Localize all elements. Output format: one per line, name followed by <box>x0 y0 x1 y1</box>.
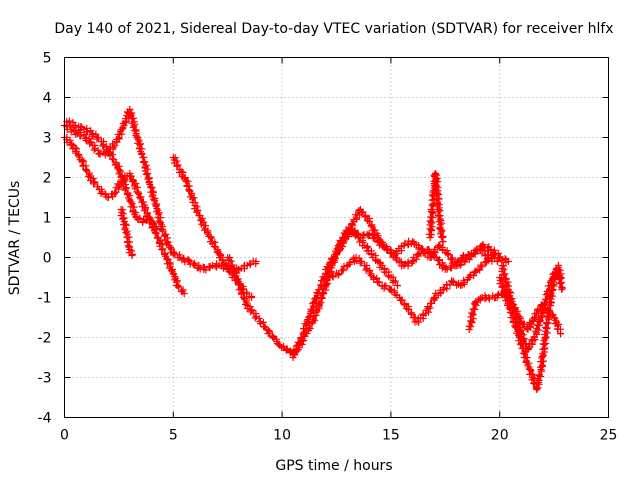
series-markers <box>63 117 160 233</box>
series-markers <box>496 261 566 393</box>
series-3 <box>117 206 136 259</box>
y-tick-label: 1 <box>43 211 52 227</box>
series-11 <box>496 261 566 393</box>
y-axis-label: SDTVAR / TECUs <box>7 181 23 296</box>
series-12 <box>498 262 565 353</box>
y-tick-label: 2 <box>43 171 52 187</box>
series-7 <box>322 226 512 273</box>
series-markers <box>425 170 447 246</box>
x-tick-label: 15 <box>382 428 400 444</box>
series-markers <box>169 154 256 301</box>
tick-labels: 0 5 10 15 20 25 -4 -3 -2 -1 0 1 2 3 4 5 <box>38 51 618 444</box>
y-tick-label: 0 <box>43 251 52 267</box>
series-markers <box>322 226 512 273</box>
y-tick-label: 3 <box>43 131 52 147</box>
series-markers <box>326 250 499 326</box>
plot-frame <box>64 57 609 418</box>
y-tick-label: -3 <box>38 371 52 387</box>
y-tick-label: -1 <box>38 291 52 307</box>
series-4 <box>169 154 256 301</box>
series-markers <box>117 206 136 259</box>
x-tick-label: 20 <box>491 428 509 444</box>
y-tick-label: -4 <box>38 411 52 427</box>
x-tick-label: 10 <box>273 428 291 444</box>
y-tick-label: 4 <box>43 91 52 107</box>
x-tick-label: 25 <box>600 428 618 444</box>
chart-title: Day 140 of 2021, Sidereal Day-to-day VTE… <box>54 21 613 37</box>
series-9 <box>425 170 447 246</box>
x-tick-label: 0 <box>60 428 69 444</box>
x-axis-label: GPS time / hours <box>275 458 392 474</box>
y-tick-label: -2 <box>38 331 52 347</box>
series-8 <box>326 250 499 326</box>
series-2 <box>63 117 160 233</box>
data-points <box>61 105 566 393</box>
series-markers <box>498 262 565 353</box>
x-tick-label: 5 <box>169 428 178 444</box>
y-tick-label: 5 <box>43 51 52 67</box>
